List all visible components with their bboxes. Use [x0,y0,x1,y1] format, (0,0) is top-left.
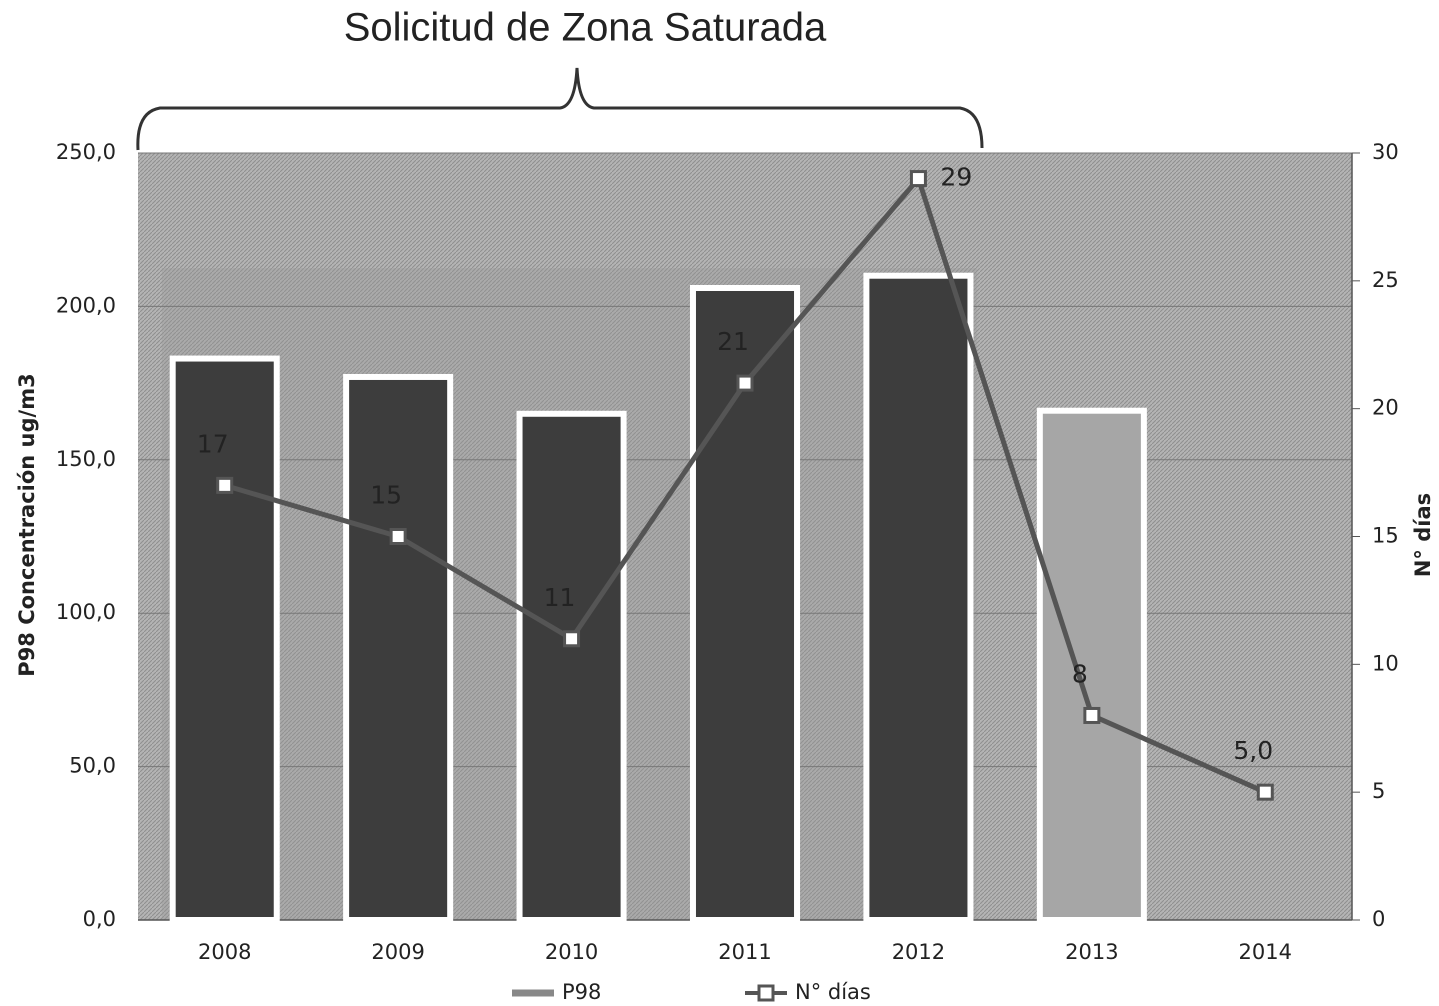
data-label: 21 [717,327,749,356]
data-label: 15 [370,481,402,510]
y-axis-label: P98 Concentración ug/m3 [15,373,39,676]
y2-tick-label: 25 [1372,268,1399,292]
legend-label: N° días [795,980,871,1004]
y2-tick-label: 15 [1372,524,1399,548]
line-marker [1256,783,1274,801]
bar [1036,407,1147,923]
data-label: 29 [940,163,972,192]
x-tick-label: 2014 [1239,940,1292,964]
y2-tick-label: 0 [1372,907,1385,931]
y-tick-label: 150,0 [56,447,116,471]
y-tick-label: 0,0 [83,907,116,931]
y-tick-label: 100,0 [56,600,116,624]
x-tick-label: 2011 [718,940,771,964]
data-label: 17 [197,429,229,458]
x-tick-label: 2012 [892,940,945,964]
data-label: 11 [544,583,576,612]
line-marker [389,528,407,545]
bar [689,284,801,923]
y-tick-label: 250,0 [56,140,116,164]
y2-tick-label: 20 [1372,396,1399,420]
line-marker [563,630,581,648]
line-marker [216,476,234,494]
x-tick-label: 2008 [198,940,251,964]
line-marker [1083,706,1101,724]
y2-tick-label: 10 [1372,651,1399,675]
bar [863,272,974,924]
x-tick-label: 2010 [545,940,598,964]
legend-label: P98 [562,980,601,1004]
y2-tick-label: 5 [1372,779,1385,803]
x-tick-label: 2009 [371,940,424,964]
line-marker [736,374,754,392]
bar [516,410,627,923]
y2-tick-label: 30 [1372,140,1399,164]
y2-axis-label: N° días [1411,493,1435,577]
bar [343,373,454,923]
bar [169,355,280,923]
x-tick-label: 2013 [1065,940,1118,964]
bracket [136,67,984,151]
y-tick-label: 50,0 [69,754,116,778]
data-label: 5,0 [1233,736,1273,765]
line-marker [909,170,927,188]
y-tick-label: 200,0 [56,293,116,317]
data-label: 8 [1072,659,1088,688]
legend-marker [757,984,775,1002]
chart-title: Solicitud de Zona Saturada [344,6,827,50]
